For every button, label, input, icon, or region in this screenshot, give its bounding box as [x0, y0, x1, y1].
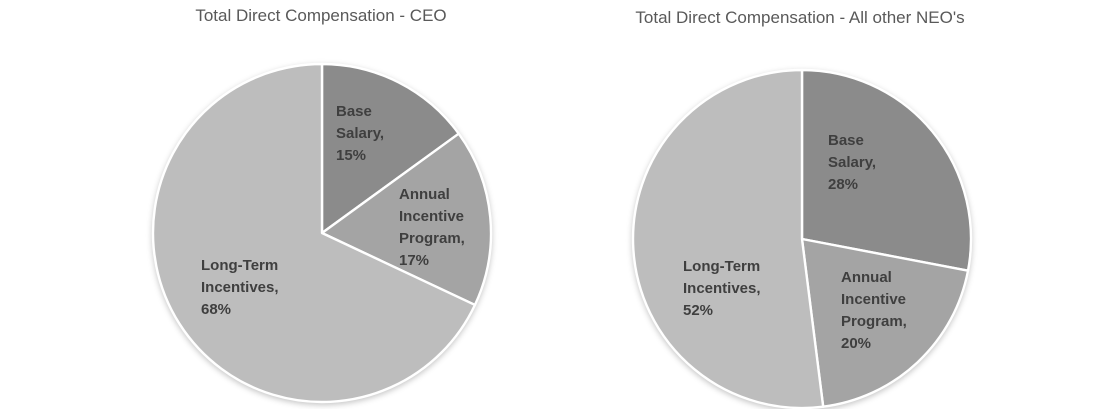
slice-label-annual-incentive-program: Annual Incentive Program, 20% — [841, 267, 907, 355]
pie-slice-long-term-incentives — [151, 62, 477, 404]
pie-graphic — [151, 62, 493, 404]
slice-label-line: Program, — [841, 313, 907, 330]
slice-label-line: 20% — [841, 335, 872, 352]
slice-label-base-salary: Base Salary, 28% — [828, 130, 876, 196]
slice-label-line: 17% — [399, 252, 430, 269]
slice-label-line: Long-Term — [201, 257, 279, 274]
slice-label-line: Salary, — [828, 154, 877, 171]
slice-label-long-term-incentives: Long-Term Incentives, 68% — [201, 255, 279, 321]
slice-label-line: Salary, — [336, 125, 385, 142]
chart-title-ceo: Total Direct Compensation - CEO — [195, 6, 447, 25]
slice-label-base-salary: Base Salary, 15% — [336, 101, 384, 167]
pie-chart-ceo: Total Direct Compensation - CEO Base Sala… — [151, 6, 493, 404]
pie-graphic — [631, 68, 973, 409]
slice-label-annual-incentive-program: Annual Incentive Program, 17% — [399, 184, 465, 272]
slice-label-line: Incentive — [841, 291, 907, 308]
slice-label-line: Incentive — [399, 208, 465, 225]
pie-slice-base-salary — [800, 68, 973, 272]
slice-label-line: Base — [336, 103, 372, 120]
pie-slice-long-term-incentives — [631, 68, 825, 409]
pie-slice-annual-incentive-program — [320, 132, 493, 307]
slice-label-line: Incentives, — [201, 279, 279, 296]
pie-slice-annual-incentive-program — [800, 237, 970, 408]
slice-label-line: Incentives, — [683, 280, 761, 297]
slice-label-line: Long-Term — [683, 258, 761, 275]
slice-label-line: Base — [828, 132, 864, 149]
slice-label-line: 15% — [336, 147, 367, 164]
slice-label-line: 28% — [828, 176, 859, 193]
pie-slice-base-salary — [320, 62, 460, 235]
pie-chart-all-other-neos: Total Direct Compensation - All other NE… — [556, 0, 1112, 409]
slice-label-line: 52% — [683, 302, 714, 319]
chart-title-all-other-neos: Total Direct Compensation - All other NE… — [635, 8, 965, 27]
slice-label-line: 68% — [201, 301, 232, 318]
slice-label-line: Annual — [841, 269, 892, 286]
slice-label-line: Annual — [399, 186, 450, 203]
slice-label-line: Program, — [399, 230, 465, 247]
slice-label-long-term-incentives: Long-Term Incentives, 52% — [683, 256, 761, 322]
